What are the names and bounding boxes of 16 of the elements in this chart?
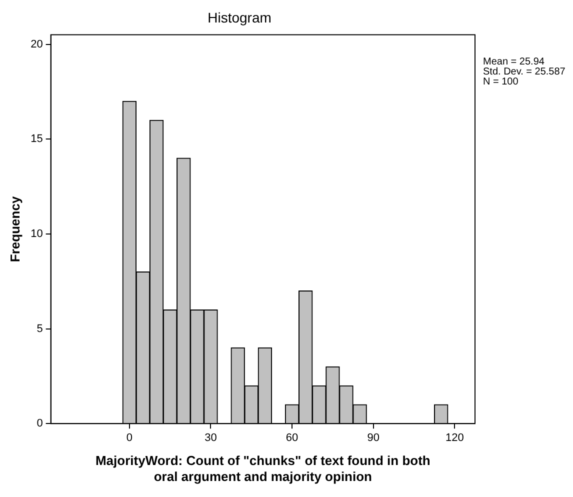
x-tick-label: 30 [204,432,217,444]
y-tick-label: 10 [30,228,43,240]
text: Std. Dev. = 25.587 [483,66,566,78]
x-tick-label: 0 [126,432,132,444]
y-axis-title: Frequency [7,196,22,262]
text: Mean = 25.94 [483,56,545,68]
text: N = 100 [483,76,519,88]
x-tick-label: 60 [286,432,298,444]
x-axis-title: MajorityWord: Count of "chunks" of text found in both oral argument and majority opinion [95,453,430,484]
y-tick-label: 0 [36,418,43,430]
y-tick-label: 15 [30,133,43,146]
y-tick-label: 20 [30,38,43,50]
y-tick-label: 5 [36,322,43,335]
x-tick-label: 90 [367,432,380,444]
x-tick-label: 120 [445,432,464,444]
chart-title: Histogram [208,9,272,26]
